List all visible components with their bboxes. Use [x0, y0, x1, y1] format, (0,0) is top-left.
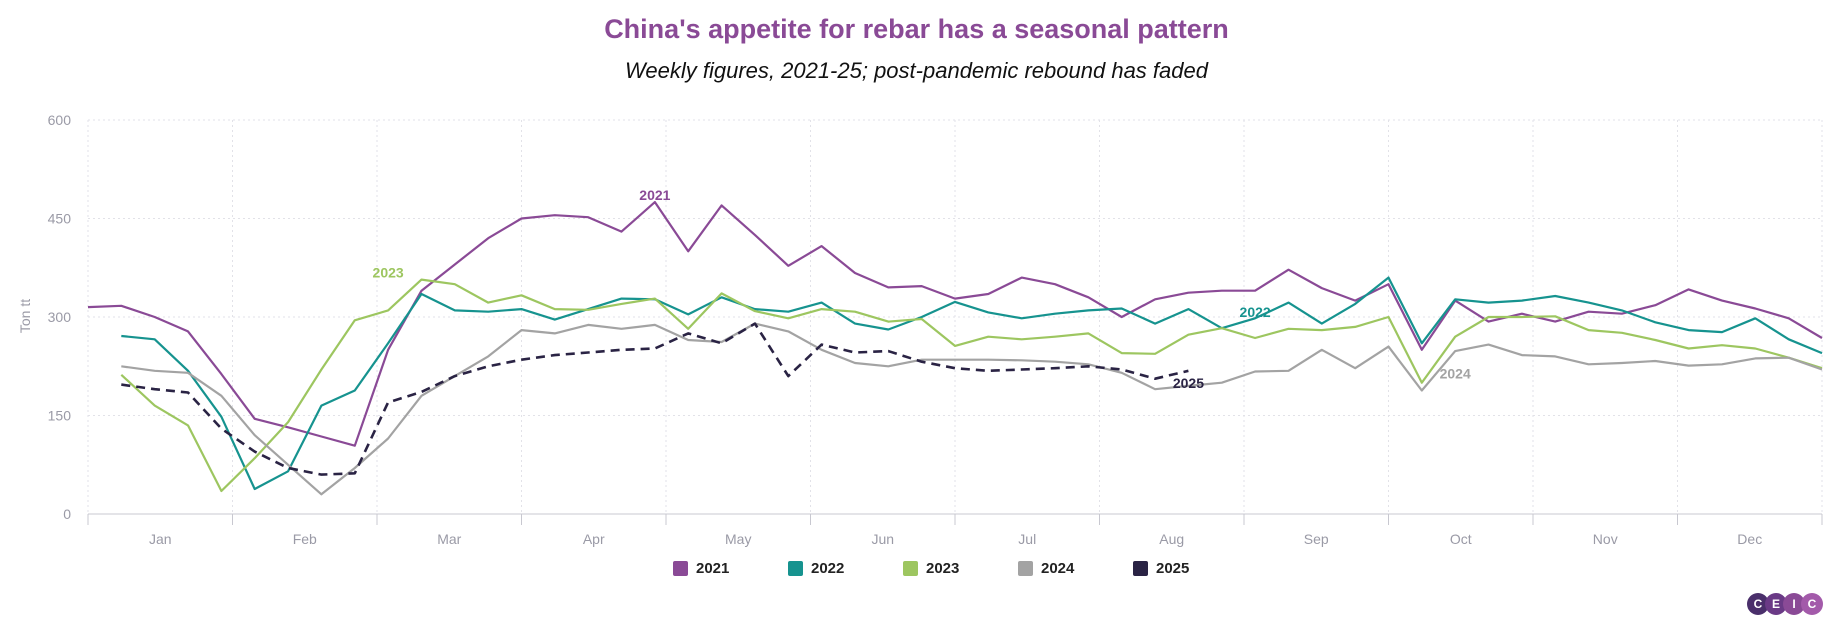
- x-tick-label: May: [725, 531, 751, 547]
- series-line-2024: [121, 322, 1823, 496]
- series-line-2025: [121, 322, 1189, 476]
- legend-label: 2021: [696, 560, 730, 577]
- axes: 0 150 300 450 600 Jan Feb Mar Apr May Jun Jul Aug Sep…: [48, 112, 1823, 547]
- logo-letter: I: [1783, 593, 1805, 615]
- legend-item-2025[interactable]: 2025: [1133, 560, 1189, 577]
- x-tick-label: Jan: [149, 531, 172, 547]
- x-tick-label: Nov: [1593, 531, 1618, 547]
- chart-subtitle: Weekly figures, 2021-25; post-pandemic r…: [625, 58, 1208, 83]
- x-tick-label: Aug: [1159, 531, 1184, 547]
- series-labels: 2021 2022 2023 2024 2025: [373, 187, 1471, 391]
- x-tick-label: Feb: [293, 531, 317, 547]
- legend-swatch: [903, 561, 918, 576]
- x-tick-label: Mar: [437, 531, 461, 547]
- legend-item-2022[interactable]: 2022: [788, 560, 844, 577]
- y-tick-label: 600: [48, 112, 72, 128]
- logo-letter: E: [1765, 593, 1787, 615]
- legend-item-2021[interactable]: 2021: [673, 560, 729, 577]
- x-tick-label: Jul: [1018, 531, 1036, 547]
- x-tick-label: Jun: [871, 531, 894, 547]
- x-tick-label: Dec: [1737, 531, 1762, 547]
- series-label-2024: 2024: [1440, 366, 1471, 382]
- legend-swatch: [1018, 561, 1033, 576]
- series-label-2025: 2025: [1173, 375, 1204, 391]
- legend-label: 2025: [1156, 560, 1190, 577]
- legend-swatch: [1133, 561, 1148, 576]
- series-line-2022: [121, 276, 1823, 491]
- legend-swatch: [673, 561, 688, 576]
- y-tick-label: 0: [63, 506, 71, 522]
- legend-item-2023[interactable]: 2023: [903, 560, 959, 577]
- chart-title: China's appetite for rebar has a seasona…: [604, 14, 1229, 44]
- ceic-logo: C E I C: [1747, 593, 1823, 615]
- logo-letter: C: [1801, 593, 1823, 615]
- series-label-2023: 2023: [373, 265, 404, 281]
- y-tick-label: 450: [48, 211, 72, 227]
- series-line-2021: [87, 201, 1823, 447]
- x-tick-label: Sep: [1304, 531, 1329, 547]
- legend-swatch: [788, 561, 803, 576]
- series-label-2021: 2021: [639, 187, 670, 203]
- series-line-2023: [120, 278, 1823, 493]
- x-tick-label: Oct: [1450, 531, 1472, 547]
- y-tick-label: 150: [48, 408, 72, 424]
- series-label-2022: 2022: [1240, 304, 1271, 320]
- series-lines: [87, 201, 1823, 496]
- logo-letter: C: [1747, 593, 1769, 615]
- legend-label: 2023: [926, 560, 960, 577]
- legend-item-2024[interactable]: 2024: [1018, 560, 1074, 577]
- grid-lines: [87, 119, 1823, 514]
- y-tick-label: 300: [48, 309, 72, 325]
- y-axis-label: Ton tt: [17, 299, 33, 333]
- legend: 2021 2022 2023 2024 2025: [0, 560, 1833, 584]
- x-tick-label: Apr: [583, 531, 605, 547]
- legend-label: 2022: [811, 560, 845, 577]
- legend-label: 2024: [1041, 560, 1075, 577]
